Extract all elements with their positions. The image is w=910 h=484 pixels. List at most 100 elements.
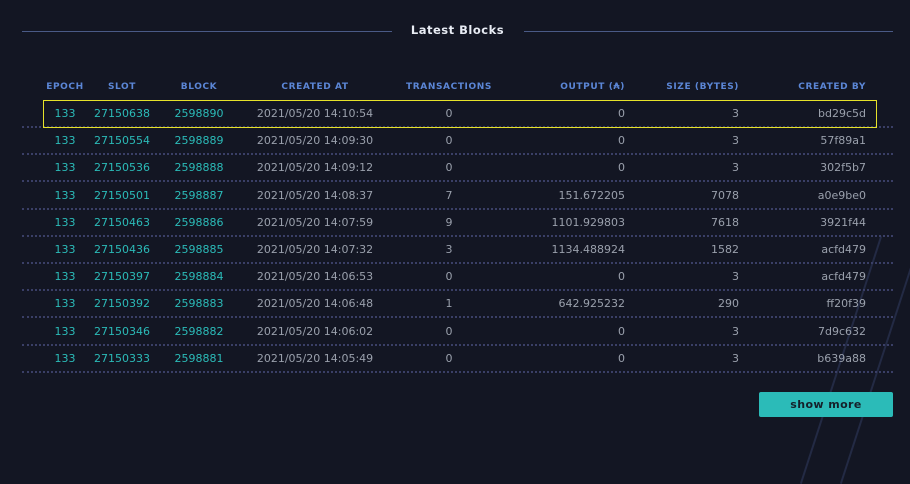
cell-output: 0 — [618, 324, 625, 338]
cell-created-at: 2021/05/20 14:06:02 — [256, 324, 374, 338]
cell-created-at: 2021/05/20 14:07:59 — [256, 215, 374, 229]
cell-created-at: 2021/05/20 14:07:32 — [256, 243, 374, 256]
cell-transactions: 0 — [445, 270, 453, 284]
cell-transactions: 0 — [445, 324, 453, 338]
cell-output: 0 — [618, 161, 625, 175]
cell-size: 3 — [732, 351, 739, 365]
cell-transactions: 3 — [445, 243, 453, 256]
column-header-epoch: EPOCH — [46, 82, 84, 92]
cell-created-at: 2021/05/20 14:05:49 — [256, 351, 374, 365]
cell-transactions: 1 — [445, 297, 453, 311]
table-row[interactable]: 133 27150436 2598885 2021/05/20 14:07:32 3 11… — [22, 237, 893, 264]
cell-transactions: 0 — [445, 107, 453, 120]
cell-size: 290 — [718, 297, 739, 311]
cell-epoch-link[interactable]: 133 — [54, 107, 76, 120]
column-header-created-by: CREATED BY — [798, 82, 866, 92]
cell-epoch-link[interactable]: 133 — [54, 243, 76, 256]
cell-block-link[interactable]: 2598886 — [174, 215, 224, 229]
cell-created-at: 2021/05/20 14:08:37 — [256, 188, 374, 202]
cell-created-by: a0e9be0 — [817, 188, 866, 202]
cell-created-by: acfd479 — [821, 270, 866, 284]
cell-epoch-link[interactable]: 133 — [54, 134, 76, 148]
cell-created-by: 3921f44 — [820, 215, 866, 229]
table-row[interactable]: 133 27150392 2598883 2021/05/20 14:06:48 1 64… — [22, 291, 893, 319]
cell-size: 7618 — [711, 215, 739, 229]
cell-block-link[interactable]: 2598888 — [174, 161, 224, 175]
cell-created-at: 2021/05/20 14:09:30 — [256, 134, 374, 148]
cell-created-by: 302f5b7 — [820, 161, 866, 175]
table-header: EPOCH SLOT BLOCK CREATED AT TRANSACTIONS… — [22, 80, 893, 107]
cell-output: 0 — [618, 134, 625, 148]
cell-created-at: 2021/05/20 14:10:54 — [256, 107, 374, 120]
cell-epoch-link[interactable]: 133 — [54, 161, 76, 175]
column-header-created-at: CREATED AT — [281, 82, 349, 92]
cell-size: 3 — [732, 134, 739, 148]
cell-block-link[interactable]: 2598885 — [174, 243, 224, 256]
cell-block-link[interactable]: 2598889 — [174, 134, 224, 148]
cell-created-by: b639a88 — [817, 351, 866, 365]
cell-slot-link[interactable]: 27150501 — [94, 188, 150, 202]
cell-output: 1101.929803 — [551, 215, 625, 229]
cell-transactions: 0 — [445, 134, 453, 148]
cell-size: 7078 — [711, 188, 739, 202]
cell-slot-link[interactable]: 27150392 — [94, 297, 150, 311]
cell-block-link[interactable]: 2598881 — [174, 351, 224, 365]
cell-epoch-link[interactable]: 133 — [54, 324, 76, 338]
cell-output: 0 — [618, 107, 625, 120]
row-highlight — [43, 100, 877, 128]
cell-epoch-link[interactable]: 133 — [54, 270, 76, 284]
cell-created-by: 7d9c632 — [817, 324, 866, 338]
cell-epoch-link[interactable]: 133 — [54, 188, 76, 202]
table-row[interactable]: 133 27150463 2598886 2021/05/20 14:07:59 9 11… — [22, 210, 893, 237]
column-header-output: OUTPUT (₳) — [560, 82, 625, 92]
cell-size: 3 — [732, 107, 739, 120]
cell-created-at: 2021/05/20 14:06:53 — [256, 270, 374, 284]
table-row[interactable]: 133 27150333 2598881 2021/05/20 14:05:49 0 0 3… — [22, 346, 893, 373]
cell-created-by: bd29c5d — [818, 107, 866, 120]
cell-size: 3 — [732, 270, 739, 284]
cell-slot-link[interactable]: 27150346 — [94, 324, 150, 338]
cell-slot-link[interactable]: 27150554 — [94, 134, 150, 148]
section-header: Latest Blocks — [22, 22, 893, 42]
cell-block-link[interactable]: 2598883 — [174, 297, 224, 311]
column-header-block: BLOCK — [180, 82, 218, 92]
cell-output: 0 — [618, 351, 625, 365]
cell-output: 0 — [618, 270, 625, 284]
cell-created-by: 57f89a1 — [820, 134, 866, 148]
cell-block-link[interactable]: 2598882 — [174, 324, 224, 338]
cell-slot-link[interactable]: 27150436 — [94, 243, 150, 256]
cell-epoch-link[interactable]: 133 — [54, 297, 76, 311]
cell-slot-link[interactable]: 27150333 — [94, 351, 150, 365]
cell-block-link[interactable]: 2598890 — [174, 107, 224, 120]
cell-epoch-link[interactable]: 133 — [54, 351, 76, 365]
table-row[interactable]: 133 27150554 2598889 2021/05/20 14:09:30 0 0 3… — [22, 128, 893, 156]
divider — [22, 31, 392, 32]
cell-transactions: 0 — [445, 351, 453, 365]
cell-block-link[interactable]: 2598884 — [174, 270, 224, 284]
cell-slot-link[interactable]: 27150536 — [94, 161, 150, 175]
cell-block-link[interactable]: 2598887 — [174, 188, 224, 202]
cell-slot-link[interactable]: 27150463 — [94, 215, 150, 229]
column-header-size: SIZE (BYTES) — [666, 82, 739, 92]
cell-created-at: 2021/05/20 14:06:48 — [256, 297, 374, 311]
cell-created-at: 2021/05/20 14:09:12 — [256, 161, 374, 175]
section-title: Latest Blocks — [410, 23, 505, 37]
column-header-slot: SLOT — [107, 82, 137, 92]
table-row[interactable]: 133 27150397 2598884 2021/05/20 14:06:53 0 0 3… — [22, 264, 893, 292]
show-more-button[interactable]: show more — [759, 392, 893, 417]
table-row[interactable]: 133 27150536 2598888 2021/05/20 14:09:12 0 0 3… — [22, 155, 893, 183]
cell-epoch-link[interactable]: 133 — [54, 215, 76, 229]
cell-created-by: ff20f39 — [826, 297, 866, 311]
table-row[interactable]: 133 27150346 2598882 2021/05/20 14:06:02 0 0 3… — [22, 319, 893, 346]
cell-size: 1582 — [711, 243, 739, 256]
cell-created-by: acfd479 — [821, 243, 866, 256]
cell-slot-link[interactable]: 27150638 — [94, 107, 150, 120]
cell-transactions: 0 — [445, 161, 453, 175]
table-row[interactable]: 133 27150501 2598887 2021/05/20 14:08:37 7 15… — [22, 183, 893, 210]
cell-size: 3 — [732, 161, 739, 175]
cell-output: 642.925232 — [558, 297, 625, 311]
cell-output: 1134.488924 — [551, 243, 625, 256]
column-header-transactions: TRANSACTIONS — [406, 82, 492, 92]
cell-slot-link[interactable]: 27150397 — [94, 270, 150, 284]
cell-transactions: 7 — [445, 188, 453, 202]
